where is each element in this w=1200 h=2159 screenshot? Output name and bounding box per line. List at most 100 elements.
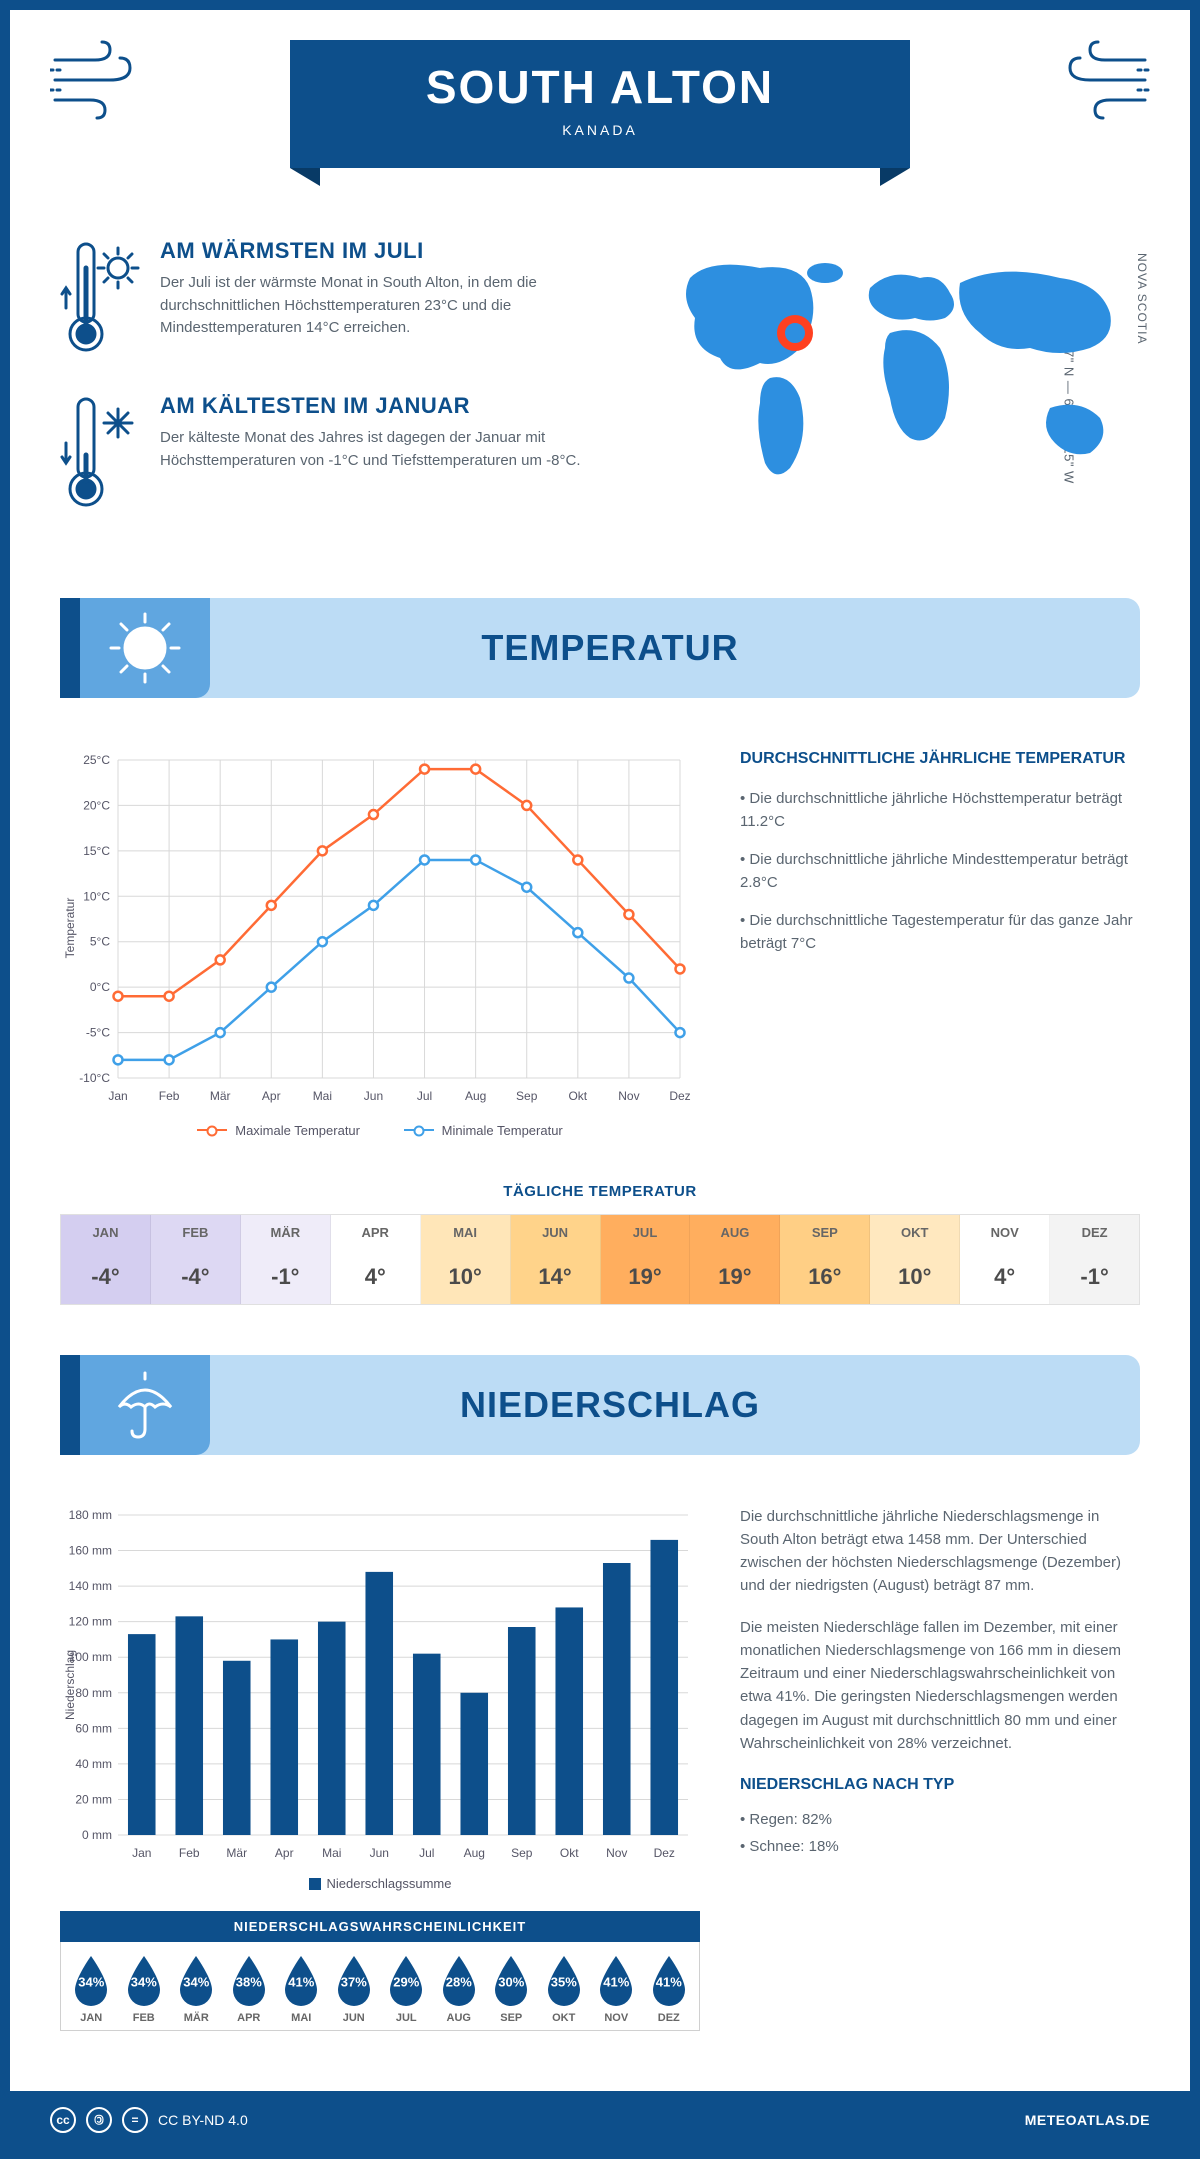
precip-prob-row: 34%JAN34%FEB34%MÄR38%APR41%MAI37%JUN29%J…: [60, 1942, 700, 2031]
coldest-block: AM KÄLTESTEN IM JANUAR Der kälteste Mona…: [60, 393, 620, 518]
temperature-section-header: TEMPERATUR: [60, 598, 1140, 698]
precip-prob-cell: 34%MÄR: [170, 1954, 223, 2024]
precip-chart-block: 0 mm20 mm40 mm60 mm80 mm100 mm120 mm140 …: [60, 1505, 700, 2031]
svg-text:5°C: 5°C: [90, 935, 110, 949]
svg-text:Sep: Sep: [516, 1089, 538, 1103]
daily-temp-cell: MÄR-1°: [241, 1215, 331, 1304]
temp-chart-block: -10°C-5°C0°C5°C10°C15°C20°C25°CJanFebMär…: [60, 748, 700, 1138]
license-text: CC BY-ND 4.0: [158, 2112, 248, 2128]
svg-text:Jan: Jan: [108, 1089, 127, 1103]
precip-legend-label: Niederschlagssumme: [327, 1876, 452, 1891]
coldest-heading: AM KÄLTESTEN IM JANUAR: [160, 393, 620, 419]
precip-prob-cell: 41%DEZ: [643, 1954, 696, 2024]
precip-legend: Niederschlagssumme: [60, 1876, 700, 1891]
umbrella-icon: [80, 1355, 210, 1455]
svg-text:40 mm: 40 mm: [75, 1756, 112, 1770]
daily-temp-cell: JAN-4°: [61, 1215, 151, 1304]
svg-text:0 mm: 0 mm: [82, 1828, 112, 1842]
cc-icon: cc: [50, 2107, 76, 2133]
daily-temp-title: TÄGLICHE TEMPERATUR: [10, 1183, 1190, 1200]
svg-text:Aug: Aug: [465, 1089, 486, 1103]
daily-temp-cell: APR4°: [331, 1215, 421, 1304]
svg-text:Mär: Mär: [226, 1846, 247, 1860]
svg-text:140 mm: 140 mm: [69, 1579, 112, 1593]
svg-text:60 mm: 60 mm: [75, 1721, 112, 1735]
svg-text:Okt: Okt: [560, 1846, 579, 1860]
daily-temp-table: JAN-4°FEB-4°MÄR-1°APR4°MAI10°JUN14°JUL19…: [60, 1214, 1140, 1305]
precip-prob-cell: 41%MAI: [275, 1954, 328, 2024]
temp-bullet: • Die durchschnittliche jährliche Höchst…: [740, 788, 1140, 833]
svg-text:15°C: 15°C: [83, 844, 110, 858]
intro-text-column: AM WÄRMSTEN IM JULI Der Juli ist der wär…: [60, 238, 620, 548]
daily-temp-cell: MAI10°: [421, 1215, 511, 1304]
svg-text:Jul: Jul: [419, 1846, 434, 1860]
svg-text:Feb: Feb: [179, 1846, 200, 1860]
header: SOUTH ALTON KANADA: [10, 10, 1190, 228]
legend-min: Minimale Temperatur: [442, 1123, 563, 1138]
svg-text:Aug: Aug: [464, 1846, 485, 1860]
warmest-text: Der Juli ist der wärmste Monat in South …: [160, 272, 620, 340]
precip-prob-cell: 34%FEB: [118, 1954, 171, 2024]
precip-prob-cell: 30%SEP: [485, 1954, 538, 2024]
site-link[interactable]: METEOATLAS.DE: [1025, 2112, 1150, 2128]
svg-text:Jun: Jun: [370, 1846, 389, 1860]
page: SOUTH ALTON KANADA: [0, 0, 1200, 2159]
svg-text:Mai: Mai: [313, 1089, 332, 1103]
precip-info: Die durchschnittliche jährliche Niedersc…: [740, 1505, 1140, 1877]
svg-text:Niederschlag: Niederschlag: [63, 1649, 77, 1719]
temp-legend: Maximale Temperatur Minimale Temperatur: [60, 1119, 700, 1138]
temperature-line-chart: -10°C-5°C0°C5°C10°C15°C20°C25°CJanFebMär…: [60, 748, 700, 1108]
precip-type-snow: • Schnee: 18%: [740, 1835, 1140, 1858]
title-banner: SOUTH ALTON KANADA: [290, 40, 910, 168]
warmest-block: AM WÄRMSTEN IM JULI Der Juli ist der wär…: [60, 238, 620, 363]
svg-text:Sep: Sep: [511, 1846, 533, 1860]
svg-text:10°C: 10°C: [83, 889, 110, 903]
temp-bullet: • Die durchschnittliche Tagestemperatur …: [740, 910, 1140, 955]
precip-prob-title: NIEDERSCHLAGSWAHRSCHEINLICHKEIT: [60, 1911, 700, 1942]
daily-temp-cell: JUL19°: [601, 1215, 691, 1304]
svg-text:-10°C: -10°C: [79, 1071, 110, 1085]
svg-text:0°C: 0°C: [90, 980, 110, 994]
daily-temp-cell: AUG19°: [690, 1215, 780, 1304]
svg-text:Mai: Mai: [322, 1846, 341, 1860]
precip-prob-cell: 28%AUG: [433, 1954, 486, 2024]
svg-text:80 mm: 80 mm: [75, 1685, 112, 1699]
precip-bar-chart: 0 mm20 mm40 mm60 mm80 mm100 mm120 mm140 …: [60, 1505, 700, 1865]
temp-bullet: • Die durchschnittliche jährliche Mindes…: [740, 849, 1140, 894]
precip-prob-cell: 29%JUL: [380, 1954, 433, 2024]
precip-prob-cell: 38%APR: [223, 1954, 276, 2024]
daily-temp-cell: OKT10°: [870, 1215, 960, 1304]
svg-text:Feb: Feb: [159, 1089, 180, 1103]
svg-text:Jan: Jan: [132, 1846, 151, 1860]
svg-text:Apr: Apr: [275, 1846, 294, 1860]
svg-text:120 mm: 120 mm: [69, 1614, 112, 1628]
license-block: cc 🄯 = CC BY-ND 4.0: [50, 2107, 248, 2133]
sun-icon: [80, 598, 210, 698]
precip-type-rain: • Regen: 82%: [740, 1808, 1140, 1831]
svg-text:Okt: Okt: [568, 1089, 587, 1103]
svg-text:-5°C: -5°C: [86, 1026, 110, 1040]
svg-text:Nov: Nov: [606, 1846, 627, 1860]
country-label: KANADA: [330, 122, 870, 138]
precip-paragraph: Die durchschnittliche jährliche Niedersc…: [740, 1505, 1140, 1598]
intro-section: AM WÄRMSTEN IM JULI Der Juli ist der wär…: [10, 228, 1190, 578]
svg-text:Apr: Apr: [262, 1089, 281, 1103]
daily-temp-cell: DEZ-1°: [1050, 1215, 1139, 1304]
nd-icon: =: [122, 2107, 148, 2133]
precip-prob-cell: 37%JUN: [328, 1954, 381, 2024]
daily-temp-cell: SEP16°: [780, 1215, 870, 1304]
svg-text:180 mm: 180 mm: [69, 1508, 112, 1522]
svg-text:Dez: Dez: [654, 1846, 675, 1860]
world-map-icon: [660, 238, 1140, 498]
thermometer-hot-icon: [60, 238, 140, 363]
precip-prob-cell: 41%NOV: [590, 1954, 643, 2024]
warmest-heading: AM WÄRMSTEN IM JULI: [160, 238, 620, 264]
svg-text:Temperatur: Temperatur: [63, 898, 77, 959]
svg-text:Dez: Dez: [669, 1089, 690, 1103]
daily-temp-cell: JUN14°: [511, 1215, 601, 1304]
world-map-block: NOVA SCOTIA 45° 1' 17" N — 64° 32' 15" W: [660, 238, 1140, 548]
svg-text:25°C: 25°C: [83, 753, 110, 767]
coldest-text: Der kälteste Monat des Jahres ist dagege…: [160, 427, 620, 472]
svg-text:Mär: Mär: [210, 1089, 231, 1103]
temp-info: DURCHSCHNITTLICHE JÄHRLICHE TEMPERATUR •…: [740, 748, 1140, 971]
